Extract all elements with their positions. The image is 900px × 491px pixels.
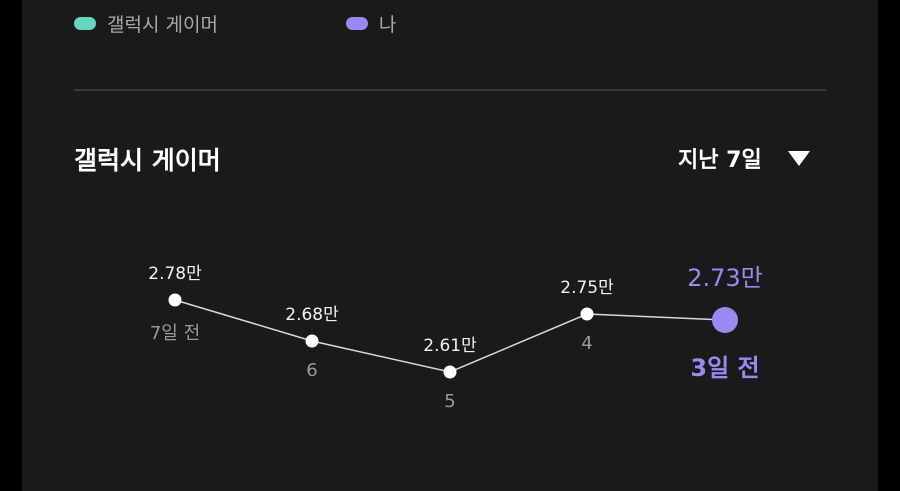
value-label: 2.78만	[148, 264, 202, 284]
x-axis-label: 5	[444, 391, 456, 412]
section-title: 갤럭시 게이머	[74, 146, 221, 175]
value-label: 2.73만	[687, 264, 763, 292]
data-point[interactable]	[580, 307, 594, 321]
x-axis-label: 7일 전	[149, 323, 201, 344]
legend-label: 나	[378, 13, 397, 36]
chart-panel	[22, 0, 878, 491]
value-label: 2.75만	[560, 278, 614, 298]
caret-down-icon[interactable]	[787, 150, 810, 166]
data-point[interactable]	[305, 334, 319, 348]
legend: 갤럭시 게이머 나	[74, 10, 440, 36]
legend-label: 갤럭시 게이머	[107, 13, 218, 36]
legend-swatch-icon	[345, 16, 368, 30]
legend-swatch-icon	[74, 16, 96, 30]
legend-item-galaxy-gamer: 갤럭시 게이머	[74, 10, 218, 37]
divider	[74, 89, 826, 91]
x-axis-label: 6	[306, 360, 318, 381]
value-label: 2.61만	[423, 336, 477, 356]
data-point[interactable]	[443, 365, 457, 379]
data-point[interactable]	[168, 293, 182, 307]
legend-item-me: 나	[345, 10, 397, 37]
x-axis-label: 3일 전	[690, 354, 760, 382]
x-axis-label: 4	[581, 333, 593, 354]
period-label: 지난 7일	[678, 148, 762, 173]
period-dropdown[interactable]: 지난 7일	[678, 142, 810, 174]
data-point[interactable]	[712, 307, 738, 333]
value-label: 2.68만	[285, 305, 339, 325]
